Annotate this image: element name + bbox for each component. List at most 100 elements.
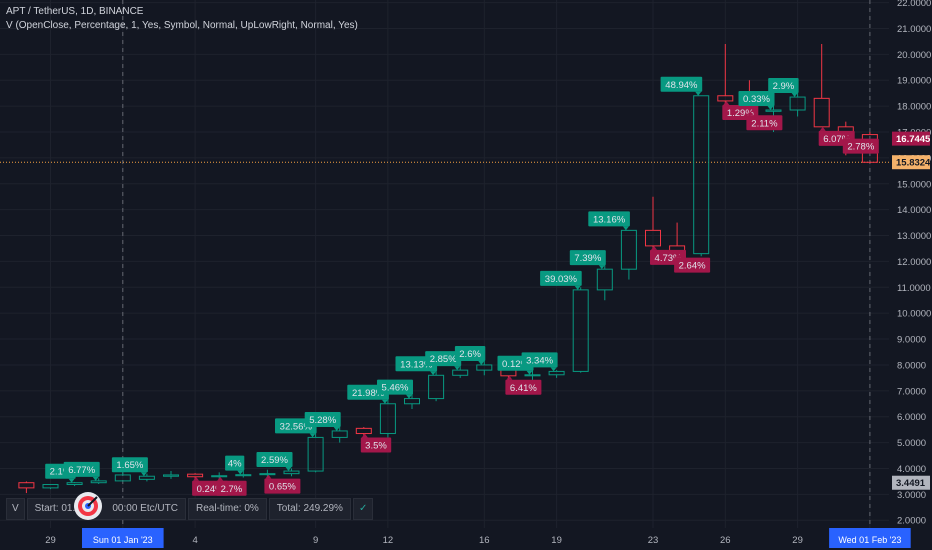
- percent-label-text: 0.33%: [743, 94, 770, 105]
- percent-label-box: [377, 379, 413, 395]
- percent-label: 5.46%: [377, 379, 413, 399]
- percent-label-box: [768, 78, 799, 94]
- y-tick-label: 11.0000: [897, 283, 931, 294]
- start-text: Start: 01.0: [34, 503, 81, 514]
- percent-label-pointer: [651, 245, 657, 250]
- y-tick-label: 2.0000: [897, 516, 926, 527]
- candle-body: [259, 473, 276, 476]
- price-tag: [892, 155, 930, 170]
- percent-label-text: 2.1%: [50, 467, 72, 478]
- percent-label-pointer: [695, 91, 702, 96]
- percent-label-text: 6.77%: [68, 465, 95, 476]
- y-tick-label: 10.0000: [897, 309, 931, 320]
- percent-label: 2.78%: [842, 134, 879, 154]
- x-tick-label: Sun 01 Jan '23: [93, 535, 153, 545]
- candle-body: [596, 268, 613, 291]
- percent-label-pointer: [217, 476, 224, 481]
- percent-label-box: [264, 478, 301, 494]
- indicator-title[interactable]: V (OpenClose, Percentage, 1, Yes, Symbol…: [6, 20, 358, 31]
- candle-body: [66, 482, 83, 486]
- percent-label-box: [304, 411, 341, 427]
- indicator-v-label[interactable]: V: [6, 498, 25, 520]
- price-axis[interactable]: [889, 0, 932, 550]
- percent-label-text: 5.28%: [309, 415, 336, 426]
- time-axis[interactable]: [0, 528, 932, 550]
- percent-label-box: [454, 345, 486, 361]
- percent-label: 0.65%: [264, 474, 301, 494]
- grid: [0, 0, 889, 528]
- percent-label-pointer: [526, 370, 533, 375]
- start-stat: Start: 01.0 00:00 Etc/UTC: [26, 498, 186, 520]
- price-tag-text: 3.4491: [896, 478, 926, 489]
- y-tick-label: 5.0000: [897, 438, 926, 449]
- percent-label-pointer: [381, 399, 388, 404]
- y-tick-label: 12.0000: [897, 257, 931, 268]
- percent-label-pointer: [675, 253, 682, 258]
- start-tail: 00:00 Etc/UTC: [112, 503, 178, 514]
- percent-label-box: [256, 452, 293, 468]
- percent-label-text: 3.34%: [526, 355, 553, 366]
- percent-label: 6.41%: [505, 375, 542, 395]
- price-tag-text: 15.8324: [896, 158, 931, 169]
- percent-label: 2.64%: [674, 253, 711, 273]
- candle-body: [18, 482, 35, 489]
- y-tick-label: 19.0000: [897, 76, 931, 87]
- percent-label-pointer: [68, 478, 75, 483]
- price-tag: [892, 475, 930, 490]
- candle-body: [379, 403, 396, 435]
- x-tick-label: 9: [313, 535, 318, 546]
- percent-label-box: [674, 257, 711, 273]
- candle-body: [307, 436, 324, 472]
- percent-label-pointer: [309, 433, 316, 438]
- candle-body: [283, 470, 300, 475]
- percent-label-pointer: [430, 371, 437, 376]
- candle-body: [404, 398, 420, 405]
- x-tick-label: 12: [383, 535, 394, 546]
- percent-label-box: [360, 437, 392, 453]
- percent-label-pointer: [92, 476, 99, 481]
- check-icon[interactable]: ✓: [352, 498, 374, 520]
- candle-body: [114, 474, 131, 482]
- x-tick-label: Wed 01 Feb '23: [838, 535, 901, 545]
- percent-labels: 2.1%6.77% 1.65% 0.24%2.7% 4% 0.65% 2.59% 32.56…: [45, 76, 879, 496]
- candle-body: [620, 229, 637, 270]
- percent-label-text: 5.46%: [382, 383, 409, 394]
- target-logo-icon: [74, 492, 102, 520]
- percent-label: 5.28%: [304, 411, 341, 431]
- symbol-title[interactable]: APT / TetherUS, 1D, BINANCE: [6, 6, 144, 17]
- percent-label-pointer: [506, 375, 513, 380]
- percent-label-text: 1.29%: [727, 108, 754, 119]
- percent-label-box: [540, 270, 582, 286]
- candle-body: [428, 374, 445, 400]
- price-tag: [892, 131, 930, 146]
- x-tick-label: 16: [479, 535, 490, 546]
- x-tick-highlight: [82, 528, 164, 548]
- percent-label-box: [588, 211, 630, 227]
- total-stat: Total: 249.29%: [268, 498, 351, 520]
- candle-body: [717, 95, 734, 102]
- percent-label-text: 3.5%: [365, 441, 387, 452]
- percent-label-text: 6.41%: [510, 383, 537, 394]
- percent-label-text: 13.16%: [593, 214, 626, 225]
- percent-label-box: [569, 250, 606, 266]
- percent-label-pointer: [574, 285, 581, 290]
- percent-label-pointer: [622, 226, 629, 231]
- candle-body: [355, 427, 372, 435]
- y-tick-label: 15.0000: [897, 179, 931, 190]
- candle-body: [693, 95, 710, 255]
- percent-label-text: 4%: [228, 459, 242, 470]
- x-tick-label: 29: [792, 535, 803, 546]
- percent-label: 2.6%: [454, 345, 486, 365]
- percent-label-box: [505, 379, 542, 395]
- y-tick-label: 3.0000: [897, 490, 926, 501]
- x-tick-highlight: [829, 528, 911, 548]
- percent-label-text: 0.65%: [269, 482, 296, 493]
- percent-label-text: 6.07%: [823, 134, 850, 145]
- percent-label-text: 2.11%: [751, 118, 778, 129]
- percent-label-box: [216, 480, 247, 496]
- percent-label: 6.77%: [63, 461, 100, 481]
- percent-label-text: 2.59%: [261, 455, 288, 466]
- percent-label-pointer: [747, 111, 754, 116]
